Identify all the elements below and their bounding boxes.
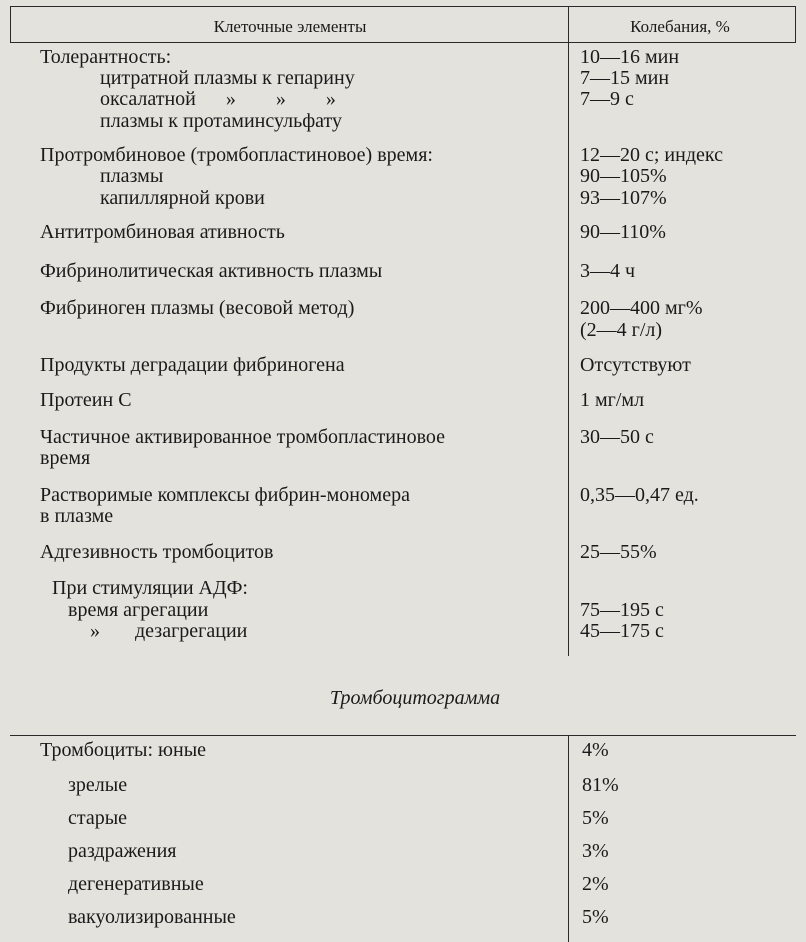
row-label: Адгезивность тромбоцитов	[40, 541, 274, 563]
row-value: 45—175 с	[580, 620, 664, 642]
row-value: 2%	[582, 873, 609, 895]
row-label: Тромбоциты: юные	[40, 739, 207, 761]
rule	[795, 6, 796, 43]
column-header: Клеточные элементы	[213, 17, 367, 36]
row-label: Частичное активированное тромбопластинов…	[40, 426, 446, 448]
row-label: зрелые	[68, 774, 128, 796]
row-value: 3—4 ч	[580, 260, 636, 282]
row-value: 90—110%	[580, 221, 666, 243]
row-value: 1 мг/мл	[580, 389, 645, 411]
column-rule	[568, 6, 569, 656]
row-value: (2—4 г/л)	[580, 319, 663, 341]
row-label: цитратной плазмы к гепарину	[100, 67, 355, 89]
row-value: 75—195 с	[580, 599, 664, 621]
row-value: 200—400 мг%	[580, 297, 703, 319]
row-value: 7—15 мин	[580, 67, 670, 89]
row-label: время	[40, 447, 91, 469]
row-label: оксалатной » » »	[100, 88, 336, 110]
row-value: 93—107%	[580, 187, 667, 209]
row-label: Толерантность:	[40, 46, 172, 68]
column-header: Колебания, %	[630, 17, 730, 36]
row-value: 81%	[582, 774, 619, 796]
row-value: 5%	[582, 807, 609, 829]
row-value: 30—50 с	[580, 426, 654, 448]
row-label: капиллярной крови	[100, 187, 265, 209]
row-label: Продукты деградации фибриногена	[40, 354, 345, 376]
row-label: старые	[68, 807, 128, 829]
row-label: Антитромбиновая ативность	[40, 221, 285, 243]
row-value: 0,35—0,47 ед.	[580, 484, 699, 506]
row-value: Отсутствуют	[580, 354, 691, 376]
row-label: плазмы	[100, 165, 164, 187]
row-label: плазмы к протаминсульфату	[100, 110, 342, 132]
rule	[10, 6, 796, 7]
row-value: 25—55%	[580, 541, 657, 563]
row-value: 10—16 мин	[580, 46, 680, 68]
row-label: раздражения	[68, 840, 177, 862]
row-value: 7—9 с	[580, 88, 634, 110]
row-label: вакуолизированные	[68, 906, 236, 928]
row-label: время агрегации	[68, 599, 209, 621]
row-label: Растворимые комплексы фибрин-мономера	[40, 484, 410, 506]
row-value: 3%	[582, 840, 609, 862]
rule	[10, 735, 796, 736]
section-title: Тромбоцитограмма	[329, 687, 501, 709]
row-label: Фибринолитическая активность плазмы	[40, 260, 383, 282]
row-value: 90—105%	[580, 165, 667, 187]
rule	[10, 6, 11, 43]
row-label: » дезагрегации	[90, 620, 248, 642]
row-label: Протеин С	[40, 389, 132, 411]
row-label: дегенеративные	[68, 873, 204, 895]
row-label: в плазме	[40, 505, 114, 527]
rule	[10, 42, 796, 43]
row-value: 12—20 с; индекс	[580, 144, 723, 166]
row-value: 4%	[582, 739, 609, 761]
column-rule	[568, 735, 569, 942]
row-value: 5%	[582, 906, 609, 928]
row-label: Протромбиновое (тромбопластиновое) время…	[40, 144, 433, 166]
row-label: Фибриноген плазмы (весовой метод)	[40, 297, 355, 319]
row-label: При стимуляции АДФ:	[52, 577, 248, 599]
